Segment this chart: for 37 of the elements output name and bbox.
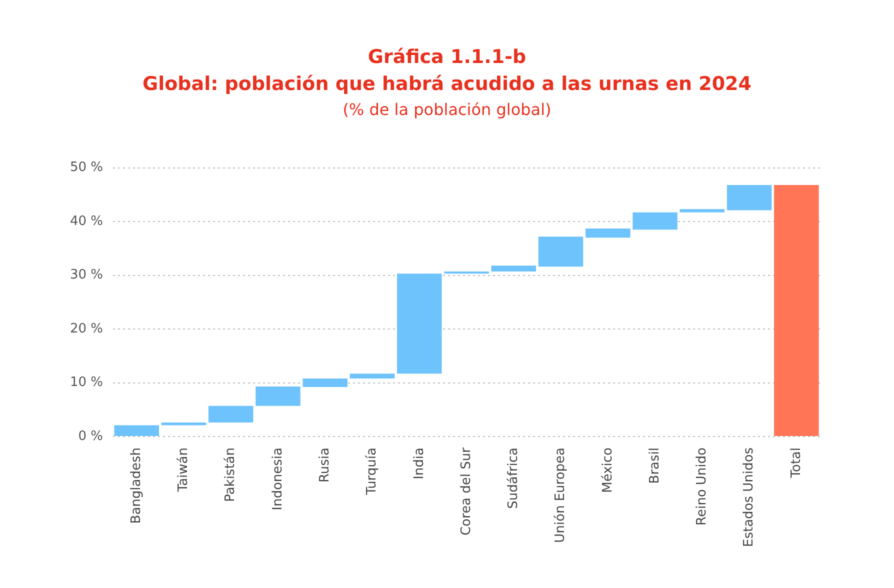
bar xyxy=(208,406,254,423)
y-tick-label: 0 % xyxy=(78,428,104,444)
bar xyxy=(632,212,678,230)
x-tick-label: México xyxy=(600,447,616,493)
y-tick-label: 50 % xyxy=(70,160,104,176)
x-tick-label: Taiwán xyxy=(176,447,192,493)
bar xyxy=(161,422,206,426)
bar xyxy=(396,274,442,374)
x-tick-label: Pakistán xyxy=(223,447,238,502)
x-tick-label: Indonesia xyxy=(270,447,286,510)
bar xyxy=(256,386,300,406)
x-tick-label: Corea del Sur xyxy=(458,446,474,536)
x-tick-label: Bangladesh xyxy=(128,447,144,524)
bar xyxy=(491,266,536,272)
chart-subtitle: (% de la población global) xyxy=(342,100,552,119)
y-tick-label: 30 % xyxy=(70,268,104,283)
x-tick-label: Sudáfrica xyxy=(506,447,522,509)
x-tick-label: India xyxy=(412,447,427,480)
bar xyxy=(114,425,159,436)
bar xyxy=(726,184,772,210)
y-tick-label: 20 % xyxy=(70,321,104,336)
bar xyxy=(774,184,819,436)
x-tick-label: Rusia xyxy=(317,447,332,483)
chart-title: Gráfica 1.1.1-b Global: población que habrá acudido a las urnas en 2024 xyxy=(141,45,752,97)
bar xyxy=(350,374,395,378)
x-tick-label: Unión Europea xyxy=(553,447,568,543)
bar xyxy=(302,378,348,388)
bar xyxy=(586,228,630,238)
y-tick-label: 40 % xyxy=(70,214,104,229)
bar xyxy=(538,236,584,267)
x-tick-label: Turquía xyxy=(364,447,380,496)
x-tick-label: Estados Unidos xyxy=(742,447,757,548)
x-tick-label: Total xyxy=(788,447,804,479)
bar xyxy=(680,209,725,212)
x-tick-label: Brasil xyxy=(647,447,662,484)
x-tick-label: Reino Unido xyxy=(694,447,710,526)
y-tick-label: 10 % xyxy=(70,375,104,390)
